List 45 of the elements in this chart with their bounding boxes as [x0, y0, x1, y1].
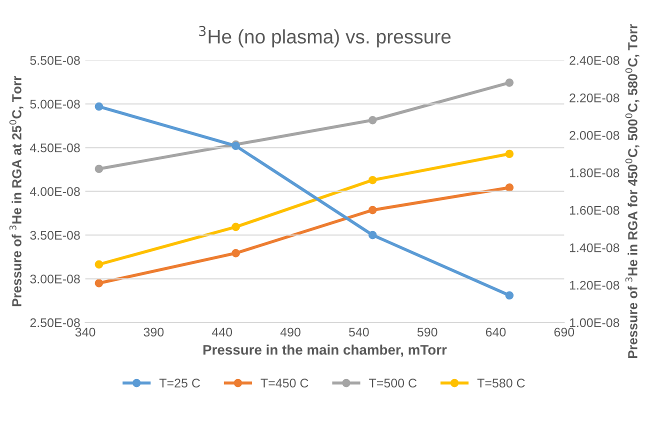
- point: [505, 150, 514, 158]
- point: [505, 291, 514, 300]
- point: [232, 249, 240, 258]
- point: [505, 78, 514, 87]
- chart-title: $^{3}$He (no plasma) vs. pressure: [199, 26, 451, 48]
- x-tick-label: 640: [486, 328, 506, 337]
- point: [94, 278, 104, 288]
- point: [505, 183, 514, 192]
- y-axis-title: Pressure of $^{3}$He in RGA at 25$^{0}$C, Torr: [9, 76, 24, 306]
- y2-tick-label: 1.20E-08: [570, 280, 620, 290]
- point: [368, 206, 377, 214]
- point: [368, 176, 377, 184]
- y2-tick-label: 2.40E-08: [570, 56, 620, 65]
- y2-tick-label: 1.60E-08: [570, 206, 620, 215]
- x-tick-label: 540: [349, 328, 369, 337]
- y2-tick-label: 1.80E-08: [570, 168, 620, 178]
- y-tick-label: 4.50E-08: [30, 143, 80, 152]
- y-tick-label: 2.50E-08: [30, 318, 80, 328]
- point: [94, 164, 104, 174]
- point: [94, 260, 104, 269]
- y2-tick-label: 2.20E-08: [570, 93, 620, 102]
- y2-tick-label: 1.00E-08: [570, 318, 620, 328]
- y-tick-label: 4.00E-08: [30, 187, 80, 196]
- point: [94, 102, 104, 111]
- x-tick-label: 390: [144, 328, 164, 337]
- legend-label: T=25 C: [159, 378, 200, 388]
- text: Pressure of $^{3}$He in RGA for 450$^{0}$C, 500$^{0}$C, 580$^{0}$C, Torr: [625, 24, 640, 358]
- x-axis-title: Pressure in the main chamber, mTorr: [203, 344, 447, 357]
- x-tick-label: 690: [554, 328, 574, 337]
- y-tick-label: 3.00E-08: [30, 274, 80, 284]
- y-tick-label: 5.50E-08: [30, 56, 80, 65]
- x-tick-label: 340: [75, 328, 96, 337]
- point: [232, 222, 240, 232]
- x-tick-label: 590: [417, 328, 438, 337]
- y2-tick-label: 2.00E-08: [570, 130, 620, 140]
- point: [368, 116, 377, 124]
- legend-label: T=500 C: [369, 378, 417, 388]
- legend-label: T=450 C: [260, 378, 308, 388]
- x-tick-label: 440: [212, 328, 232, 337]
- point: [368, 230, 377, 240]
- y-tick-label: 5.00E-08: [30, 100, 80, 109]
- legend-label: T=580 C: [477, 378, 525, 388]
- y2-tick-label: 1.40E-08: [570, 243, 620, 252]
- x-tick-label: 490: [280, 328, 300, 337]
- y-tick-label: 3.50E-08: [30, 230, 80, 240]
